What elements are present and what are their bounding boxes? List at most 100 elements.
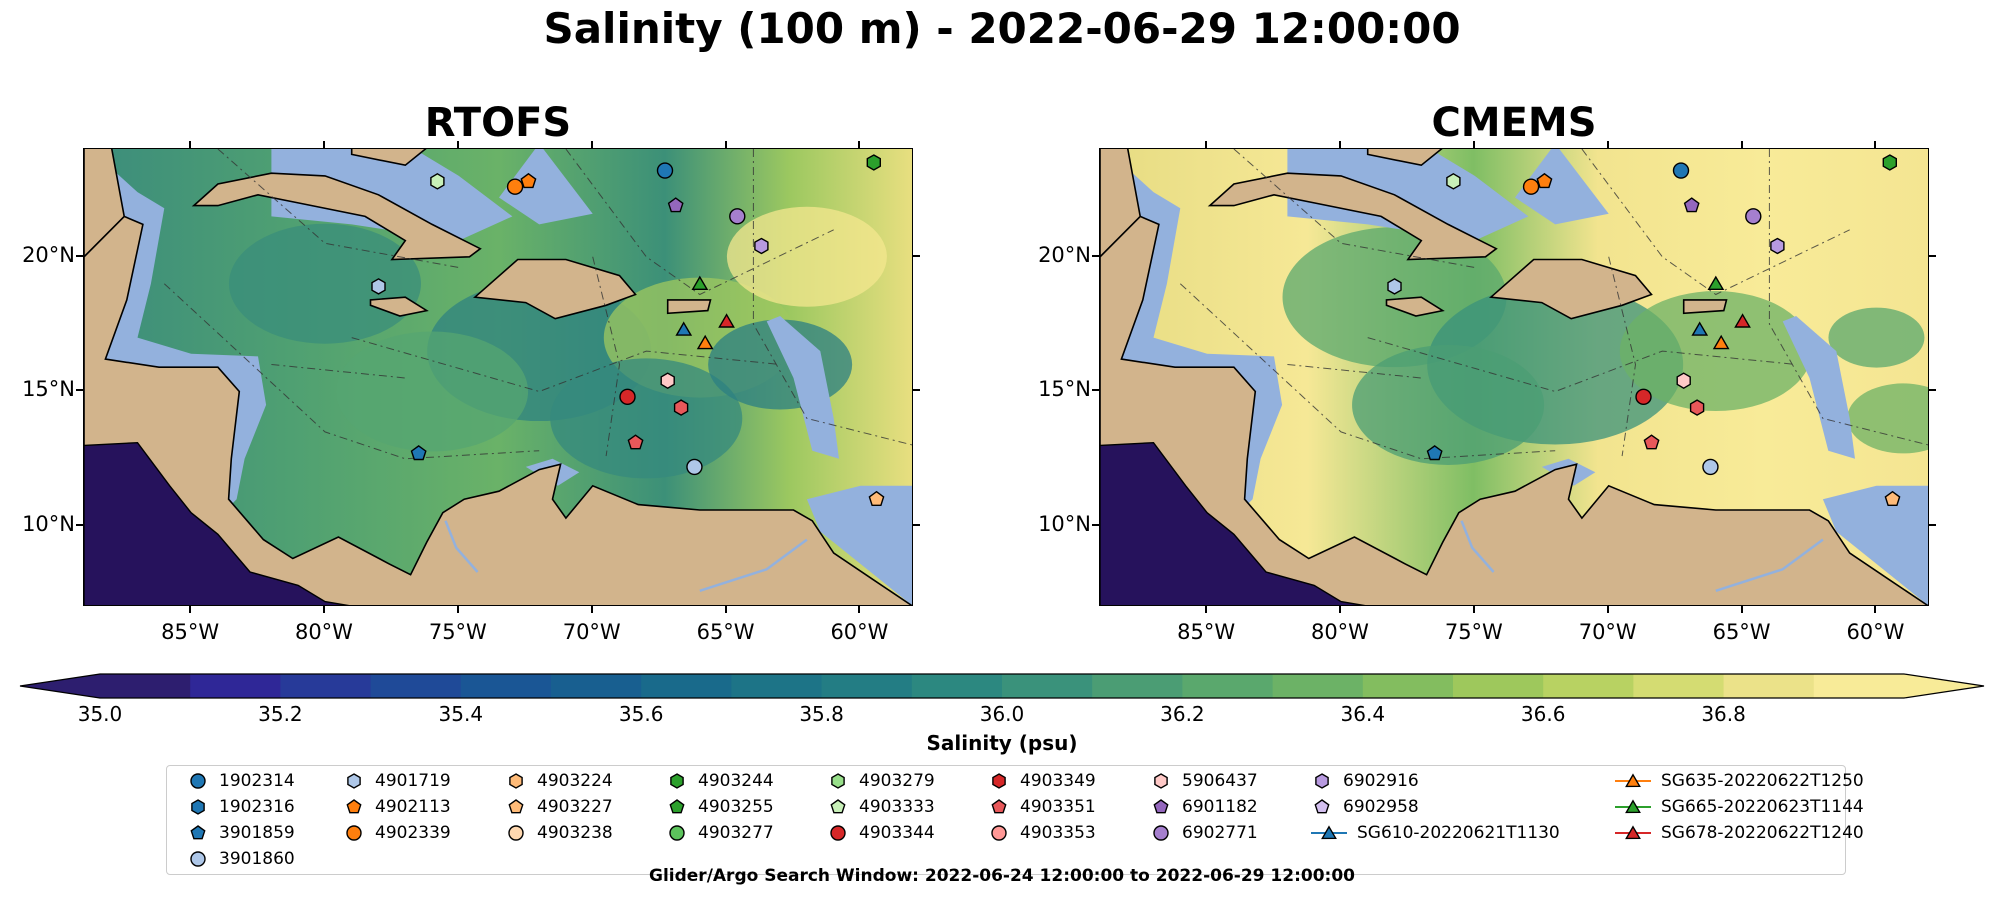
float-marker[interactable]	[673, 399, 689, 416]
land-cuba	[191, 172, 482, 261]
colorbar-tick-label: 35.2	[258, 702, 303, 726]
float-marker[interactable]	[1882, 154, 1897, 171]
lon-tick-label: 75°W	[1444, 620, 1503, 644]
circle-marker-icon	[1153, 825, 1169, 841]
lat-tick-mark	[76, 524, 83, 527]
float-marker[interactable]	[686, 458, 703, 476]
lon-tick-mark	[1740, 141, 1743, 148]
float-marker[interactable]	[619, 388, 636, 406]
colorbar	[19, 673, 1985, 699]
legend-item: 3901860	[187, 848, 295, 870]
legend-item: 4902339	[343, 822, 451, 844]
float-marker[interactable]	[1770, 237, 1785, 255]
legend-item: SG610-20220621T1130	[1311, 822, 1560, 844]
float-marker[interactable]	[718, 313, 735, 328]
pacific-coast	[1100, 441, 1366, 605]
float-marker[interactable]	[1676, 372, 1691, 390]
float-marker[interactable]	[1672, 162, 1690, 179]
float-marker[interactable]	[866, 154, 881, 171]
legend-item: SG665-20220623T1144	[1615, 796, 1864, 818]
legend-item: 1902316	[187, 796, 295, 818]
salinity-feature	[550, 358, 743, 479]
eez-boundary	[592, 256, 621, 457]
float-marker[interactable]	[729, 208, 746, 225]
lon-tick-mark	[1606, 141, 1609, 148]
float-marker[interactable]	[1536, 172, 1553, 189]
legend-item: 4903255	[666, 796, 774, 818]
float-marker[interactable]	[430, 172, 445, 190]
map-panel-rtofs	[83, 148, 913, 606]
eez-boundary	[1581, 149, 1850, 296]
legend-label: 1902314	[219, 771, 295, 791]
salinity-feature	[726, 206, 887, 307]
lon-tick-mark	[189, 141, 192, 148]
float-marker[interactable]	[520, 172, 537, 189]
hexagon-marker-icon	[992, 773, 1006, 789]
float-marker[interactable]	[1691, 321, 1709, 336]
float-marker[interactable]	[1426, 445, 1443, 461]
float-marker[interactable]	[1707, 275, 1725, 291]
lon-tick-mark	[456, 606, 459, 613]
float-marker[interactable]	[667, 197, 684, 213]
land-cuba	[1207, 172, 1498, 261]
float-marker[interactable]	[1446, 172, 1461, 190]
hexagon-marker-icon	[509, 773, 523, 789]
float-marker[interactable]	[1702, 458, 1719, 476]
colorbar-segment	[1272, 674, 1364, 698]
legend-label: SG665-20220623T1144	[1661, 797, 1864, 817]
float-marker[interactable]	[627, 434, 644, 450]
circle-marker-icon	[190, 773, 206, 789]
eez-boundary	[163, 283, 540, 460]
lon-tick-mark	[189, 606, 192, 613]
lon-tick-mark	[1338, 141, 1341, 148]
colorbar-segment	[1002, 674, 1093, 698]
land-bahamasTop	[350, 149, 427, 167]
float-marker[interactable]	[1745, 208, 1762, 225]
float-marker[interactable]	[410, 445, 427, 461]
float-marker[interactable]	[506, 178, 524, 195]
river	[1715, 538, 1824, 592]
float-marker[interactable]	[1712, 334, 1730, 350]
float-marker[interactable]	[1683, 197, 1700, 213]
float-marker[interactable]	[656, 162, 674, 179]
figure-title: Salinity (100 m) - 2022-06-29 12:00:00	[543, 4, 1461, 53]
lat-tick-label: 20°N	[1038, 242, 1091, 267]
lon-tick-label: 70°W	[1578, 620, 1637, 644]
colorbar-segment	[1362, 674, 1454, 698]
float-marker[interactable]	[1387, 278, 1402, 295]
hexagon-marker-icon	[191, 799, 205, 815]
lon-tick-mark	[858, 141, 861, 148]
float-marker[interactable]	[1635, 388, 1652, 406]
lon-tick-mark	[1740, 606, 1743, 613]
float-marker[interactable]	[660, 372, 675, 390]
lon-tick-mark	[1205, 141, 1208, 148]
pentagon-marker-icon	[190, 825, 206, 840]
legend-label: 4903224	[537, 771, 613, 791]
float-marker[interactable]	[754, 237, 769, 255]
legend-label: 3901860	[219, 849, 295, 869]
colorbar-tick-label: 36.0	[979, 702, 1025, 726]
float-marker[interactable]	[371, 278, 386, 295]
float-marker[interactable]	[868, 490, 885, 506]
colorbar-segment	[190, 674, 281, 698]
salinity-feature	[228, 223, 421, 344]
lon-tick-mark	[1472, 606, 1475, 613]
land-bahamasTop	[1366, 149, 1443, 167]
colorbar-extend-max	[1904, 674, 1984, 698]
legend-item: 4903344	[827, 822, 935, 844]
lat-tick-label: 15°N	[22, 377, 75, 402]
float-marker[interactable]	[691, 275, 709, 291]
float-marker[interactable]	[1522, 178, 1540, 195]
legend-item: 3901859	[187, 822, 295, 844]
lon-tick-label: 60°W	[830, 620, 889, 644]
legend-label: SG635-20220622T1250	[1661, 771, 1864, 791]
float-marker[interactable]	[1643, 434, 1660, 450]
float-marker[interactable]	[696, 334, 714, 350]
float-marker[interactable]	[1734, 313, 1751, 328]
float-marker[interactable]	[675, 321, 693, 336]
legend-item: 4903349	[988, 770, 1096, 792]
lat-tick-mark	[913, 524, 920, 527]
panel-title-rtofs: RTOFS	[424, 100, 572, 146]
float-marker[interactable]	[1884, 490, 1901, 506]
float-marker[interactable]	[1689, 399, 1705, 416]
